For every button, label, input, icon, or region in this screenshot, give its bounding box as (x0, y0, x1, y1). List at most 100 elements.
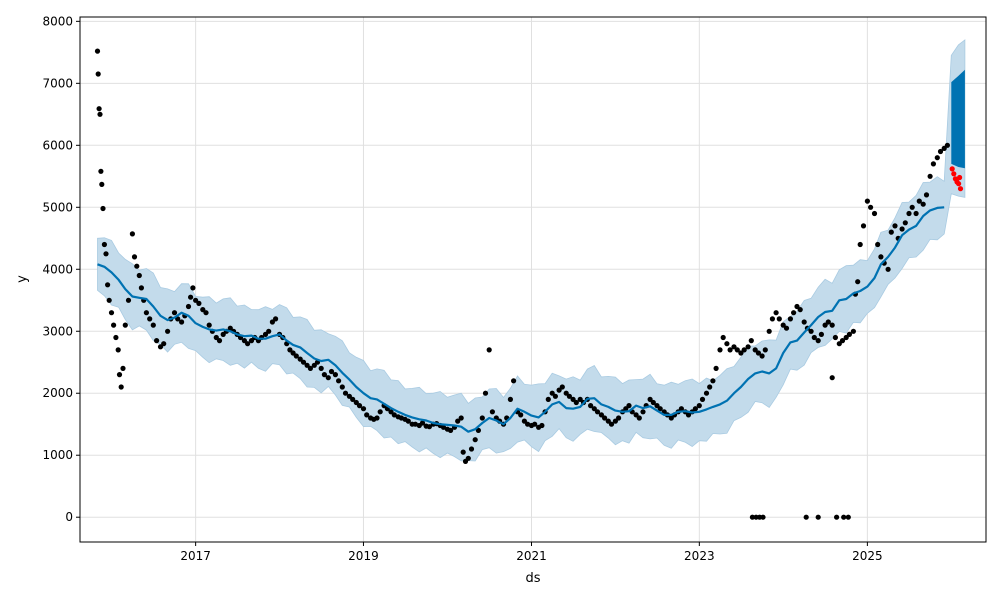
observed-point (188, 294, 194, 300)
observed-point (755, 350, 762, 356)
observed-point (482, 390, 489, 396)
observed-point (633, 412, 639, 418)
observed-point (116, 372, 123, 378)
observed-point (97, 111, 103, 117)
observed-point (843, 334, 849, 341)
x-tick-label: 2017 (180, 549, 211, 563)
observed-point (325, 375, 331, 381)
observed-point (801, 319, 807, 325)
observed-point (636, 415, 642, 421)
observed-point (185, 303, 192, 310)
observed-point (353, 399, 359, 406)
observed-point (122, 322, 128, 328)
observed-point (825, 319, 831, 325)
observed-point (927, 173, 933, 179)
future-forecast-block (951, 69, 965, 169)
forecast-yhat-line (97, 206, 945, 433)
observed-point (377, 409, 383, 415)
observed-point (934, 155, 940, 161)
observed-point (203, 310, 209, 316)
observed-point (318, 365, 324, 371)
observed-point (864, 198, 871, 204)
observed-point (171, 310, 178, 316)
observed-point (845, 514, 851, 520)
observed-point (696, 403, 702, 409)
observed-point (304, 362, 310, 368)
observed-point (532, 421, 538, 427)
observed-point (605, 418, 611, 424)
observed-point (640, 409, 646, 415)
future-actual-point (951, 171, 957, 177)
future-actual-point (956, 181, 962, 187)
observed-point (179, 319, 185, 325)
observed-point (96, 106, 102, 112)
observed-point (748, 338, 754, 344)
observed-point (103, 251, 109, 257)
observed-point (906, 210, 912, 217)
observed-point (94, 48, 101, 54)
observed-point (549, 390, 555, 396)
observed-point (245, 341, 251, 347)
observed-point (552, 393, 559, 399)
observed-point (612, 418, 619, 424)
observed-point (165, 328, 171, 334)
observed-point (115, 347, 121, 353)
observed-point (727, 347, 733, 353)
observed-point (241, 338, 247, 344)
x-axis: 2017 2019 2021 2023 2025 (180, 542, 883, 563)
observed-point (388, 409, 394, 415)
observed-point (868, 204, 874, 210)
observed-point (616, 415, 622, 421)
observed-point (134, 263, 140, 269)
observed-point (455, 418, 461, 424)
y-axis: 0 1000 2000 3000 4000 5000 6000 7000 8000 (42, 14, 80, 524)
observed-point (731, 344, 737, 350)
observed-point (692, 406, 699, 412)
observed-point (328, 368, 335, 375)
observed-point (808, 328, 814, 334)
observed-point (216, 338, 223, 344)
observed-point (602, 415, 608, 421)
observed-point (783, 325, 790, 331)
observed-points (94, 48, 951, 520)
y-tick-label: 0 (65, 510, 73, 524)
observed-point (797, 307, 803, 313)
observed-point (577, 396, 583, 402)
observed-point (871, 210, 878, 217)
observed-point (717, 347, 723, 353)
observed-point (769, 316, 776, 322)
observed-point (101, 241, 107, 248)
observed-point (350, 396, 356, 402)
observed-point (154, 338, 160, 344)
observed-point (623, 406, 629, 412)
future-actual-point (957, 186, 964, 192)
observed-point (598, 412, 605, 418)
future-actual-point (957, 174, 963, 181)
observed-point (855, 279, 861, 285)
observed-point (720, 334, 726, 341)
observed-point (780, 322, 786, 328)
observed-point (570, 396, 576, 402)
observed-point (405, 418, 411, 424)
observed-point (374, 415, 380, 421)
x-tick-label: 2023 (684, 549, 715, 563)
observed-point (803, 514, 809, 520)
observed-point (811, 334, 817, 341)
observed-point (518, 412, 524, 418)
observed-point (336, 378, 342, 384)
observed-point (143, 310, 149, 316)
observed-point (626, 403, 632, 409)
observed-point (888, 229, 894, 235)
observed-point (440, 424, 447, 430)
observed-point (138, 285, 144, 291)
observed-point (815, 514, 821, 520)
observed-point (745, 344, 751, 350)
observed-point (657, 406, 663, 412)
observed-point (850, 328, 857, 334)
observed-point (650, 399, 656, 406)
observed-point (941, 145, 947, 151)
observed-point (98, 168, 104, 174)
observed-point (839, 338, 846, 344)
observed-point (118, 384, 124, 390)
uncertainty-band-area (97, 39, 966, 462)
